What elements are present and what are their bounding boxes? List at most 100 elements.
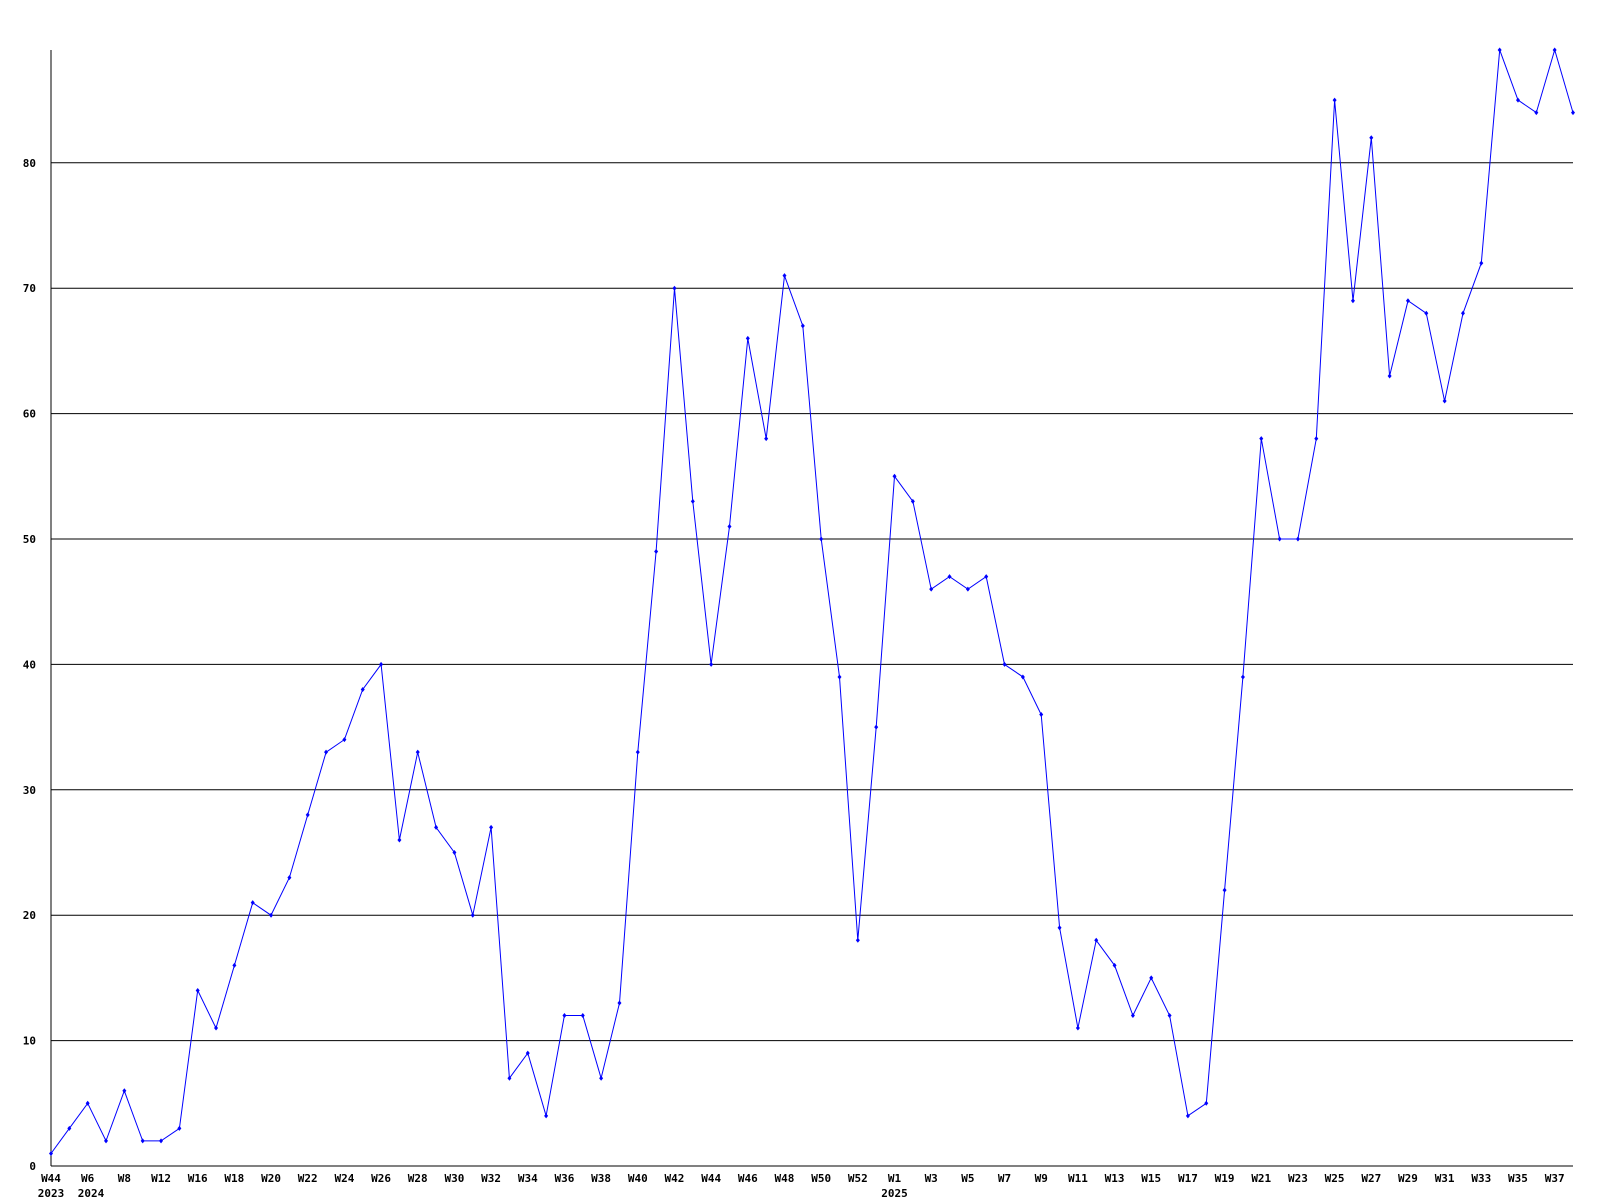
x-tick-label: W26 [371, 1172, 391, 1185]
data-point [360, 686, 365, 692]
x-tick-label: W23 [1288, 1172, 1308, 1185]
data-point [947, 574, 952, 580]
x-tick-label: W27 [1361, 1172, 1381, 1185]
data-point [379, 661, 384, 667]
data-point [1039, 712, 1044, 718]
year-labels: 2023 2024 2025 [38, 1187, 908, 1200]
x-tick-label: W6 [81, 1172, 95, 1185]
x-tick-label: W44 [701, 1172, 721, 1185]
y-tick-label: 40 [23, 658, 36, 671]
data-point [690, 498, 695, 504]
series-weekly [49, 47, 1575, 1156]
x-tick-label: W9 [1035, 1172, 1048, 1185]
data-point [910, 498, 915, 504]
data-point [1240, 674, 1245, 680]
data-point [470, 912, 475, 918]
data-point [507, 1075, 512, 1081]
x-tick-label: W12 [151, 1172, 171, 1185]
data-point [617, 1000, 622, 1006]
x-tick-label: W30 [444, 1172, 464, 1185]
data-point [287, 875, 292, 881]
data-point [672, 285, 677, 291]
x-tick-label: W22 [298, 1172, 318, 1185]
year-label: 2023 [38, 1187, 65, 1200]
data-point [434, 824, 439, 830]
data-point [599, 1075, 604, 1081]
data-point [562, 1013, 567, 1019]
y-tick-label: 50 [23, 533, 36, 546]
data-point [177, 1125, 182, 1131]
y-tick-label: 70 [23, 282, 36, 295]
data-point [159, 1138, 164, 1144]
y-tick-label: 0 [29, 1160, 36, 1173]
data-point [1497, 47, 1502, 53]
x-tick-label: W50 [811, 1172, 831, 1185]
data-point [1149, 975, 1154, 981]
x-tick-label: W32 [481, 1172, 501, 1185]
x-tick-label: W36 [555, 1172, 575, 1185]
x-tick-label: W31 [1435, 1172, 1455, 1185]
x-tick-label: W25 [1325, 1172, 1345, 1185]
year-label: 2025 [881, 1187, 908, 1200]
data-point [122, 1088, 127, 1094]
x-tick-label: W17 [1178, 1172, 1198, 1185]
data-point [745, 335, 750, 341]
data-point [525, 1050, 530, 1056]
x-tick-label: W44 [41, 1172, 61, 1185]
data-point [1295, 536, 1300, 542]
data-point [764, 436, 769, 442]
data-point [892, 473, 897, 479]
data-point [1350, 298, 1355, 304]
data-point [1460, 310, 1465, 316]
x-tick-label: W52 [848, 1172, 868, 1185]
data-point [800, 323, 805, 329]
y-tick-label: 80 [23, 157, 36, 170]
x-tick-label: W48 [775, 1172, 795, 1185]
data-point [1277, 536, 1282, 542]
x-tick-label: W42 [665, 1172, 685, 1185]
data-point [1552, 47, 1557, 53]
data-point [965, 586, 970, 592]
series-line [50, 48, 1574, 1154]
data-point [324, 749, 329, 755]
data-point [415, 749, 420, 755]
data-point [984, 574, 989, 580]
data-point [580, 1013, 585, 1019]
data-point [1167, 1013, 1172, 1019]
data-point [1094, 937, 1099, 943]
x-tick-label: W3 [925, 1172, 938, 1185]
data-point [782, 273, 787, 279]
data-point [1515, 97, 1520, 103]
x-tick-label: W16 [188, 1172, 208, 1185]
data-point [727, 523, 732, 529]
data-point [49, 1150, 53, 1156]
x-tick-label: W18 [224, 1172, 244, 1185]
y-tick-label: 10 [23, 1035, 36, 1048]
data-point [1369, 135, 1374, 141]
x-tick-label: W35 [1508, 1172, 1528, 1185]
data-point [819, 536, 824, 542]
x-tick-label: W38 [591, 1172, 611, 1185]
data-point [1204, 1100, 1209, 1106]
data-point [929, 586, 934, 592]
data-point [1222, 887, 1227, 893]
data-point [1479, 260, 1484, 266]
year-label: 2024 [78, 1187, 105, 1200]
data-point [1405, 298, 1410, 304]
data-point [1314, 436, 1319, 442]
x-tick-label: W37 [1545, 1172, 1565, 1185]
data-point [1057, 925, 1062, 931]
data-point [250, 900, 255, 906]
x-tick-label: W21 [1251, 1172, 1271, 1185]
data-point [140, 1138, 145, 1144]
x-tick-label: W5 [961, 1172, 974, 1185]
x-tick-label: W46 [738, 1172, 758, 1185]
x-tick-label: W28 [408, 1172, 428, 1185]
data-point [709, 661, 714, 667]
data-point [1002, 661, 1007, 667]
data-point [397, 837, 402, 843]
data-point [544, 1113, 549, 1119]
x-tick-label: W1 [888, 1172, 902, 1185]
x-tick-label: W34 [518, 1172, 538, 1185]
